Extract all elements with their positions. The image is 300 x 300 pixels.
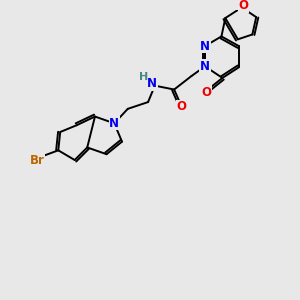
Text: N: N [109, 117, 119, 130]
Text: O: O [177, 100, 187, 113]
Text: Br: Br [30, 154, 44, 166]
Text: N: N [200, 40, 210, 52]
Text: N: N [200, 60, 210, 73]
Text: O: O [239, 0, 249, 12]
Text: O: O [201, 86, 211, 99]
Text: H: H [139, 72, 148, 82]
Text: N: N [147, 77, 157, 90]
